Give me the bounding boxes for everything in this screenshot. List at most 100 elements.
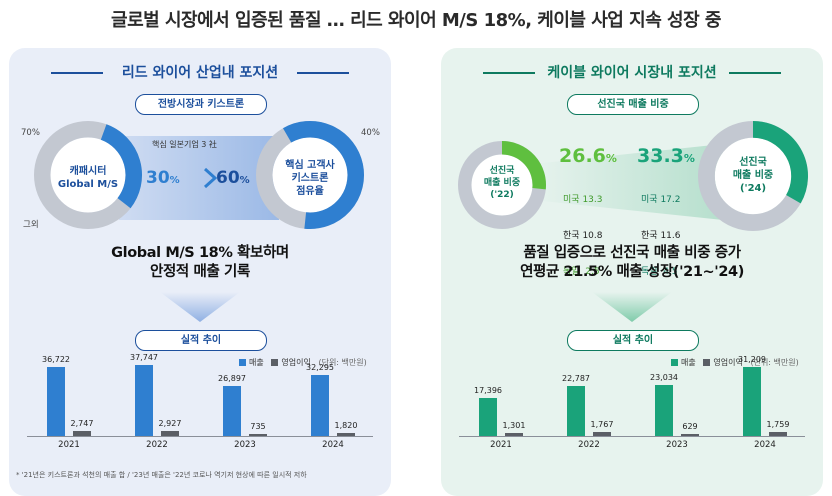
ring1-line2: Global M/S (57, 179, 119, 190)
share-from-pct: % (169, 175, 180, 186)
share-to-pct: % (239, 175, 250, 186)
stat24-de: 독일 4.5 (641, 266, 680, 278)
label-op-2022: 2,927 (158, 418, 182, 428)
share-2024-value: 33.3 (637, 145, 684, 167)
bar-op-2022 (161, 430, 179, 436)
stats-2022: 미국 13.3 한국 10.8 독일 2.5 (563, 170, 602, 302)
share-from-value: 30 (146, 168, 170, 188)
stat24-kr: 한국 11.6 (641, 230, 680, 242)
customer-share-ring (256, 121, 364, 229)
label-70: 70% (21, 128, 40, 138)
bar-op-2023 (249, 434, 267, 436)
stat24-kr-value: 11.6 (660, 231, 681, 241)
tick-2023: 2023 (234, 440, 256, 450)
bar-op-2022 (593, 432, 611, 436)
tick-2021: 2021 (58, 440, 80, 450)
title-rule-right (297, 72, 349, 74)
legend-swatch-sales (239, 359, 246, 366)
legend-sales: 매출 (249, 358, 264, 367)
share-to: 60% (216, 168, 250, 188)
ring22-line2: 매출 비중 (483, 178, 521, 188)
ring22-line3: ('22) (490, 190, 514, 200)
bar-sales-2023 (223, 385, 241, 436)
ring24-line2: 매출 비중 (732, 170, 774, 181)
label-op-2022: 1,767 (590, 420, 614, 430)
legend-unit: (단위: 백만원) (750, 358, 799, 367)
label-op-2021: 2,747 (70, 418, 94, 428)
legend-op: 영업이익 (281, 358, 311, 367)
label-op-2023: 629 (682, 422, 698, 431)
pill-market: 전방시장과 키스트론 (135, 94, 267, 115)
core-japan-note: 핵심 일본기업 3 社 (152, 140, 217, 149)
stat24-kr-country: 한국 (641, 231, 658, 241)
label-sales-2021: 17,396 (474, 385, 502, 395)
headline-line1: Global M/S 18% 확보하며 (111, 245, 289, 261)
share-2024: 33.3% (637, 145, 695, 167)
down-arrow-icon (592, 292, 672, 322)
ring2-line3: 점유율 (296, 186, 324, 197)
ring1-line1: 캐패시터 (69, 166, 107, 177)
ring22-text: 선진국 매출 비중 ('22) (462, 165, 542, 201)
page-title: 글로벌 시장에서 입증된 품질 … 리드 와이어 M/S 18%, 케이블 사업… (111, 10, 721, 31)
lead-wire-panel: 리드 와이어 산업내 포지션 전방시장과 키스트론 70% 40% 그외 캐패시… (9, 48, 391, 496)
cable-wire-panel: 케이블 와이어 시장내 포지션 선진국 매출 비중 선진국 매출 비중 ('22… (441, 48, 823, 496)
tick-2022: 2022 (578, 440, 600, 450)
title-rule-left (51, 72, 103, 74)
bar-op-2023 (681, 434, 699, 436)
capacitor-ms-arc (100, 124, 142, 209)
share24-arc (752, 121, 808, 204)
stat22-kr-country: 한국 (563, 231, 580, 241)
label-other: 그외 (23, 220, 39, 230)
legend-op: 영업이익 (713, 358, 743, 367)
bar-sales-2024 (743, 367, 761, 436)
share-2022: 26.6% (559, 145, 617, 167)
cable-wire-bar-chart: 17,396 1,301 2021 22,787 1,767 2022 23,034 629 2… (441, 48, 823, 496)
tick-2022: 2022 (146, 440, 168, 450)
growth-band (533, 144, 723, 220)
label-op-2024: 1,820 (334, 420, 358, 430)
share-2022-pct: % (605, 152, 617, 165)
label-op-2021: 1,301 (502, 421, 526, 431)
ring24-text: 선진국 매출 비중 ('24) (708, 156, 798, 195)
share22-arc (501, 141, 546, 190)
growth-band (119, 136, 279, 220)
advanced-share-2024-ring (698, 121, 808, 231)
bar-sales-2022 (135, 365, 153, 436)
headline-line1: 품질 입증으로 선진국 매출 비중 증가 (523, 245, 741, 261)
chart-legend: 매출 영업이익 (단위: 백만원) (671, 357, 799, 368)
title-rule-left (483, 72, 535, 74)
ring1-text: 캐패시터 Global M/S (43, 165, 133, 191)
bar-sales-2022 (567, 385, 585, 436)
legend-swatch-op (271, 359, 279, 366)
stat22-kr-value: 10.8 (582, 231, 603, 241)
chart-legend: 매출 영업이익 (단위: 백만원) (239, 357, 367, 368)
label-op-2023: 735 (250, 422, 266, 431)
share-from: 30% (146, 168, 180, 188)
stat22-de-value: 2.5 (585, 267, 600, 277)
bar-sales-2021 (479, 397, 497, 436)
tick-2021: 2021 (490, 440, 512, 450)
panel-title: 리드 와이어 산업내 포지션 (121, 65, 279, 81)
stat24-us-country: 미국 (641, 195, 658, 205)
label-sales-2022: 22,787 (562, 373, 590, 383)
label-sales-2023: 23,034 (650, 373, 678, 383)
pill-performance: 실적 추이 (567, 330, 699, 351)
stat24-de-value: 4.5 (663, 267, 678, 277)
stat22-de: 독일 2.5 (563, 266, 602, 278)
label-40: 40% (361, 128, 380, 138)
label-sales-2022: 37,747 (130, 353, 158, 363)
headline-line2: 연평균 21.5% 매출 성장('21~'24) (520, 264, 744, 280)
pill-performance: 실적 추이 (135, 330, 267, 351)
ring2-line1: 핵심 고객사 (285, 160, 335, 171)
ring24-line3: ('24) (739, 183, 767, 194)
advanced-share-2022-ring (458, 141, 546, 229)
ring22-line1: 선진국 (489, 166, 515, 176)
label-sales-2024: 32,295 (306, 363, 334, 373)
label-sales-2023: 26,897 (218, 373, 246, 383)
share-2022-value: 26.6 (559, 145, 606, 167)
bar-op-2024 (769, 432, 787, 436)
stat22-us-value: 13.3 (582, 195, 603, 205)
panel-title: 케이블 와이어 시장내 포지션 (547, 65, 717, 81)
bar-op-2021 (73, 430, 91, 436)
stats-2024: 미국 17.2 한국 11.6 독일 4.5 (641, 170, 680, 302)
